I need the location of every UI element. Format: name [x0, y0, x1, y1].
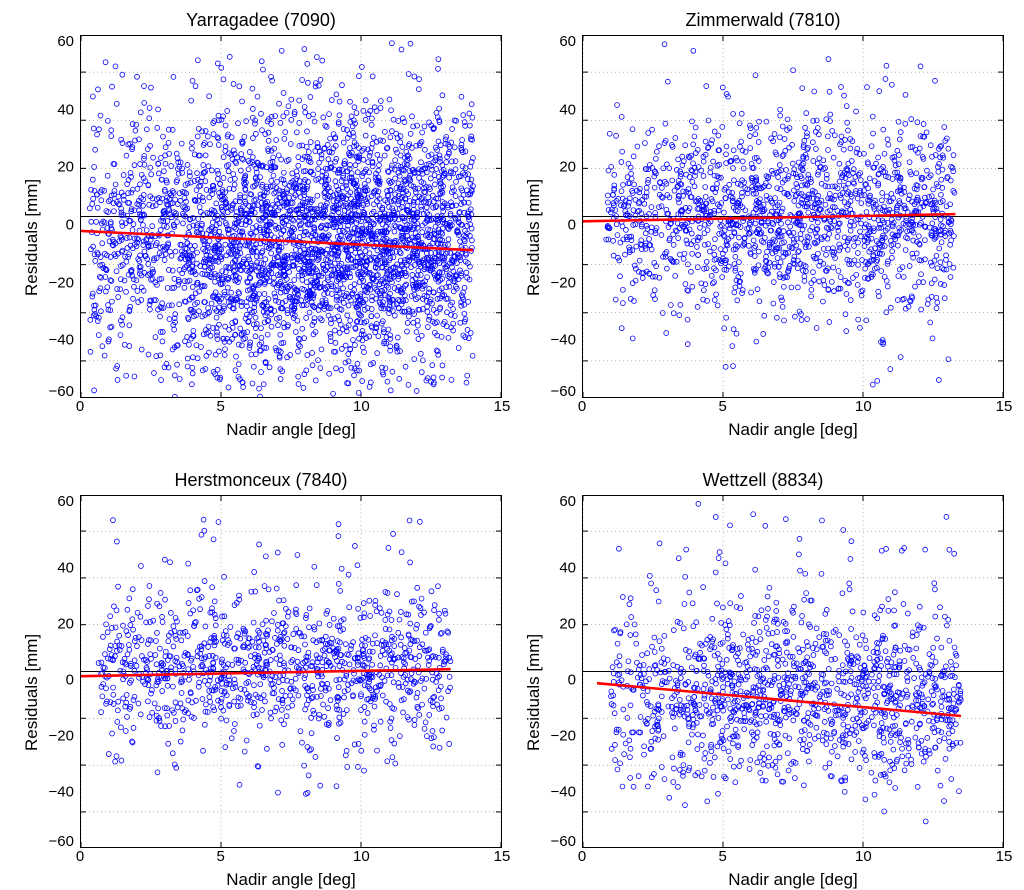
y-axis-label: Residuals [mm]: [522, 495, 546, 890]
x-ticks: 051015: [44, 848, 502, 868]
y-axis-label: Residuals [mm]: [20, 35, 44, 440]
y-ticks: 6040200−20−40−60: [546, 35, 582, 398]
x-axis-label: Nadir angle [deg]: [546, 420, 1004, 440]
x-axis-label: Nadir angle [deg]: [44, 870, 502, 890]
panel-yarragadee: Yarragadee (7090) Residuals [mm] 6040200…: [20, 10, 502, 440]
panel-title: Zimmerwald (7810): [685, 10, 840, 31]
x-ticks: 051015: [44, 398, 502, 418]
scatter-plot: [80, 35, 502, 398]
y-ticks: 6040200−20−40−60: [44, 495, 80, 848]
scatter-grid: Yarragadee (7090) Residuals [mm] 6040200…: [20, 10, 1004, 880]
panel-wettzell: Wettzell (8834) Residuals [mm] 6040200−2…: [522, 470, 1004, 890]
panel-zimmerwald: Zimmerwald (7810) Residuals [mm] 6040200…: [522, 10, 1004, 440]
y-ticks: 6040200−20−40−60: [44, 35, 80, 398]
panel-title: Yarragadee (7090): [186, 10, 336, 31]
x-axis-label: Nadir angle [deg]: [44, 420, 502, 440]
scatter-plot: [80, 495, 502, 848]
x-ticks: 051015: [546, 848, 1004, 868]
panel-title: Wettzell (8834): [703, 470, 824, 491]
panel-title: Herstmonceux (7840): [174, 470, 347, 491]
x-ticks: 051015: [546, 398, 1004, 418]
scatter-plot: [582, 35, 1004, 398]
y-axis-label: Residuals [mm]: [522, 35, 546, 440]
x-axis-label: Nadir angle [deg]: [546, 870, 1004, 890]
panel-herstmonceux: Herstmonceux (7840) Residuals [mm] 60402…: [20, 470, 502, 890]
y-axis-label: Residuals [mm]: [20, 495, 44, 890]
y-ticks: 6040200−20−40−60: [546, 495, 582, 848]
scatter-plot: [582, 495, 1004, 848]
